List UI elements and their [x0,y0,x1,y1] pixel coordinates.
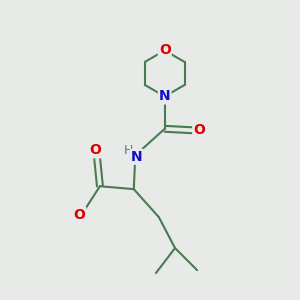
Text: O: O [159,44,171,58]
Text: O: O [193,123,205,137]
Text: H: H [124,144,134,158]
Text: O: O [90,143,101,157]
Text: N: N [131,150,142,164]
Text: O: O [74,208,85,222]
Text: N: N [159,89,170,103]
